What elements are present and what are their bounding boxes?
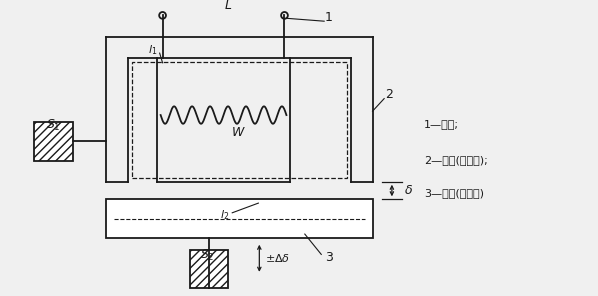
Text: $l_2$: $l_2$: [220, 208, 229, 222]
Text: $\pm\Delta\delta$: $\pm\Delta\delta$: [265, 252, 291, 264]
Text: 3: 3: [325, 251, 333, 264]
Bar: [190, 250, 228, 288]
Text: 2: 2: [385, 88, 393, 101]
Bar: [106, 199, 373, 238]
Text: $W$: $W$: [231, 126, 245, 139]
Text: $S_1$: $S_1$: [46, 118, 60, 133]
Text: $L$: $L$: [224, 0, 233, 12]
Text: 1—线圈;: 1—线圈;: [424, 119, 459, 129]
Text: $l_1$: $l_1$: [148, 43, 157, 57]
Bar: [132, 62, 347, 178]
Text: 1: 1: [325, 11, 333, 24]
Bar: [34, 122, 72, 160]
Text: 2—铁芯(定铁芯);: 2—铁芯(定铁芯);: [424, 155, 487, 165]
Text: $S_2$: $S_2$: [200, 248, 214, 263]
Text: $\delta$: $\delta$: [404, 184, 413, 197]
Text: 3—衭铁(动铁芯): 3—衭铁(动铁芯): [424, 189, 484, 198]
